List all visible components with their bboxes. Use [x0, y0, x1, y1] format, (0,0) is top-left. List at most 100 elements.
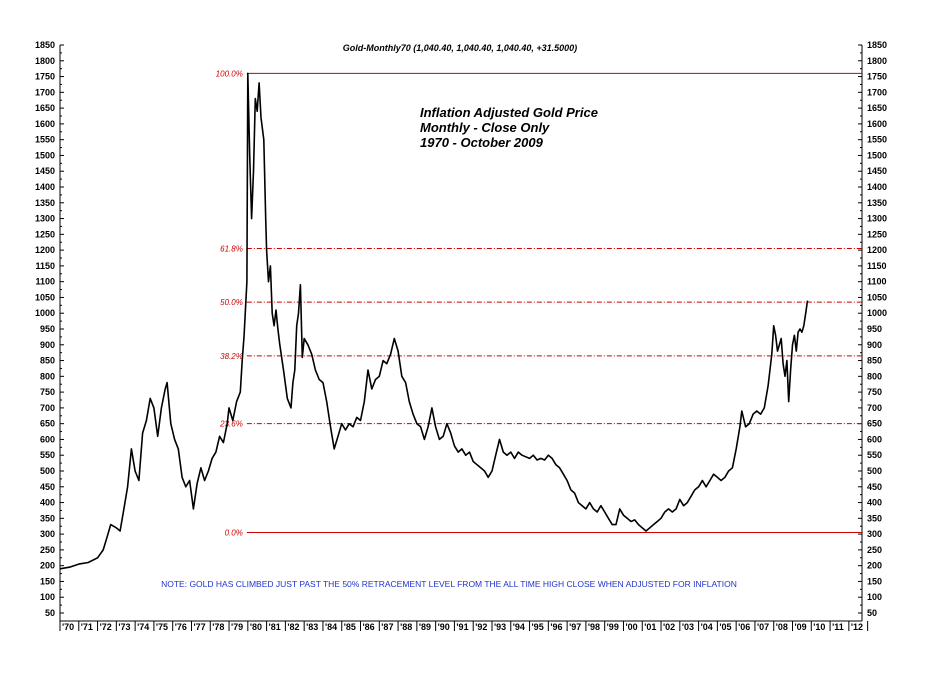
left-y-tick-label: 1000 [35, 308, 55, 318]
left-y-tick-label: 900 [40, 340, 55, 350]
chart-title-line-2: Monthly - Close Only [420, 120, 550, 135]
left-y-tick-label: 250 [40, 545, 55, 555]
left-y-tick-label: 1250 [35, 229, 55, 239]
left-y-tick-label: 1650 [35, 103, 55, 113]
left-y-tick-label: 400 [40, 498, 55, 508]
left-y-tick-label: 1850 [35, 40, 55, 50]
right-y-tick-label: 800 [867, 371, 882, 381]
x-tick-label: '06 [738, 622, 750, 632]
x-tick-label: '78 [212, 622, 224, 632]
x-tick-label: '84 [325, 622, 337, 632]
x-tick-label: '92 [475, 622, 487, 632]
x-tick-label: '73 [118, 622, 130, 632]
x-tick-label: '02 [663, 622, 675, 632]
x-tick-label: '74 [137, 622, 149, 632]
left-y-tick-label: 1450 [35, 166, 55, 176]
right-y-tick-label: 1700 [867, 87, 887, 97]
x-tick-label: '95 [532, 622, 544, 632]
right-y-tick-label: 500 [867, 466, 882, 476]
right-y-tick-label: 1750 [867, 72, 887, 82]
fib-level-label: 100.0% [216, 69, 243, 78]
x-tick-label: '90 [438, 622, 450, 632]
x-tick-label: '72 [100, 622, 112, 632]
right-y-tick-label: 600 [867, 434, 882, 444]
x-tick-label: '10 [813, 622, 825, 632]
right-y-tick-label: 50 [867, 608, 877, 618]
left-y-tick-label: 800 [40, 371, 55, 381]
x-tick-label: '71 [81, 622, 93, 632]
left-y-tick-label: 500 [40, 466, 55, 476]
left-y-tick-label: 1050 [35, 292, 55, 302]
x-tick-label: '01 [644, 622, 656, 632]
right-y-tick-label: 1500 [867, 150, 887, 160]
right-y-tick-label: 1350 [867, 198, 887, 208]
left-y-tick-label: 1350 [35, 198, 55, 208]
right-y-tick-label: 1200 [867, 245, 887, 255]
left-y-tick-label: 1700 [35, 87, 55, 97]
left-y-tick-label: 850 [40, 356, 55, 366]
x-tick-label: '12 [851, 622, 863, 632]
chart-title-line-1: Inflation Adjusted Gold Price [420, 105, 598, 120]
left-y-tick-label: 450 [40, 482, 55, 492]
chart-header: Gold-Monthly70 (1,040.40, 1,040.40, 1,04… [343, 43, 577, 53]
fib-level-label: 23.6% [219, 420, 243, 429]
left-y-tick-label: 1750 [35, 72, 55, 82]
left-y-tick-label: 1150 [35, 261, 55, 271]
left-y-tick-label: 50 [45, 608, 55, 618]
x-tick-label: '98 [588, 622, 600, 632]
x-tick-label: '80 [250, 622, 262, 632]
left-y-tick-label: 1550 [35, 135, 55, 145]
x-tick-label: '08 [776, 622, 788, 632]
left-y-tick-label: 350 [40, 513, 55, 523]
right-y-axis: 50 100 150 200 250 300 350 400 450 500 550 600 650 70… [858, 40, 887, 621]
right-y-tick-label: 1000 [867, 308, 887, 318]
chart-note: NOTE: GOLD HAS CLIMBED JUST PAST THE 50%… [161, 579, 737, 589]
right-y-tick-label: 1450 [867, 166, 887, 176]
chart-title-line-3: 1970 - October 2009 [420, 135, 544, 150]
right-y-tick-label: 850 [867, 356, 882, 366]
left-y-axis: 50 100 150 200 250 300 350 400 450 500 550 600 650 70… [35, 40, 64, 621]
x-tick-label: '70 [62, 622, 74, 632]
left-y-tick-label: 1400 [35, 182, 55, 192]
right-y-tick-label: 1650 [867, 103, 887, 113]
x-tick-label: '07 [757, 622, 769, 632]
right-y-tick-label: 250 [867, 545, 882, 555]
right-y-tick-label: 650 [867, 419, 882, 429]
right-y-tick-label: 150 [867, 576, 882, 586]
left-y-tick-label: 100 [40, 592, 55, 602]
right-y-tick-label: 450 [867, 482, 882, 492]
x-tick-label: '09 [795, 622, 807, 632]
fib-level-label: 50.0% [220, 298, 243, 307]
x-tick-label: '91 [456, 622, 468, 632]
left-y-tick-label: 1200 [35, 245, 55, 255]
right-y-tick-label: 1150 [867, 261, 887, 271]
x-tick-label: '75 [156, 622, 168, 632]
right-y-tick-label: 750 [867, 387, 882, 397]
x-tick-label: '05 [719, 622, 731, 632]
right-y-tick-label: 200 [867, 561, 882, 571]
left-y-tick-label: 650 [40, 419, 55, 429]
series-group [59, 72, 809, 570]
x-tick-label: '86 [363, 622, 375, 632]
x-tick-label: '87 [381, 622, 393, 632]
left-y-tick-label: 750 [40, 387, 55, 397]
x-tick-label: '83 [306, 622, 318, 632]
right-y-tick-label: 300 [867, 529, 882, 539]
right-y-tick-label: 1050 [867, 292, 887, 302]
left-y-tick-label: 1300 [35, 214, 55, 224]
x-tick-label: '04 [701, 622, 713, 632]
left-y-tick-label: 550 [40, 450, 55, 460]
right-y-tick-label: 1850 [867, 40, 887, 50]
left-y-tick-label: 950 [40, 324, 55, 334]
x-axis: '70 '71 '72 '73 '74 '75 '76 '77 '78 '79 '80 '81 '82 '… [59, 620, 869, 632]
left-y-tick-label: 1800 [35, 56, 55, 66]
x-tick-label: '97 [569, 622, 581, 632]
left-y-tick-label: 150 [40, 576, 55, 586]
right-y-tick-label: 1300 [867, 214, 887, 224]
fib-level-label: 61.8% [220, 245, 243, 254]
right-y-tick-label: 550 [867, 450, 882, 460]
x-tick-label: '82 [287, 622, 299, 632]
x-tick-label: '77 [193, 622, 205, 632]
right-y-tick-label: 700 [867, 403, 882, 413]
right-y-tick-label: 900 [867, 340, 882, 350]
